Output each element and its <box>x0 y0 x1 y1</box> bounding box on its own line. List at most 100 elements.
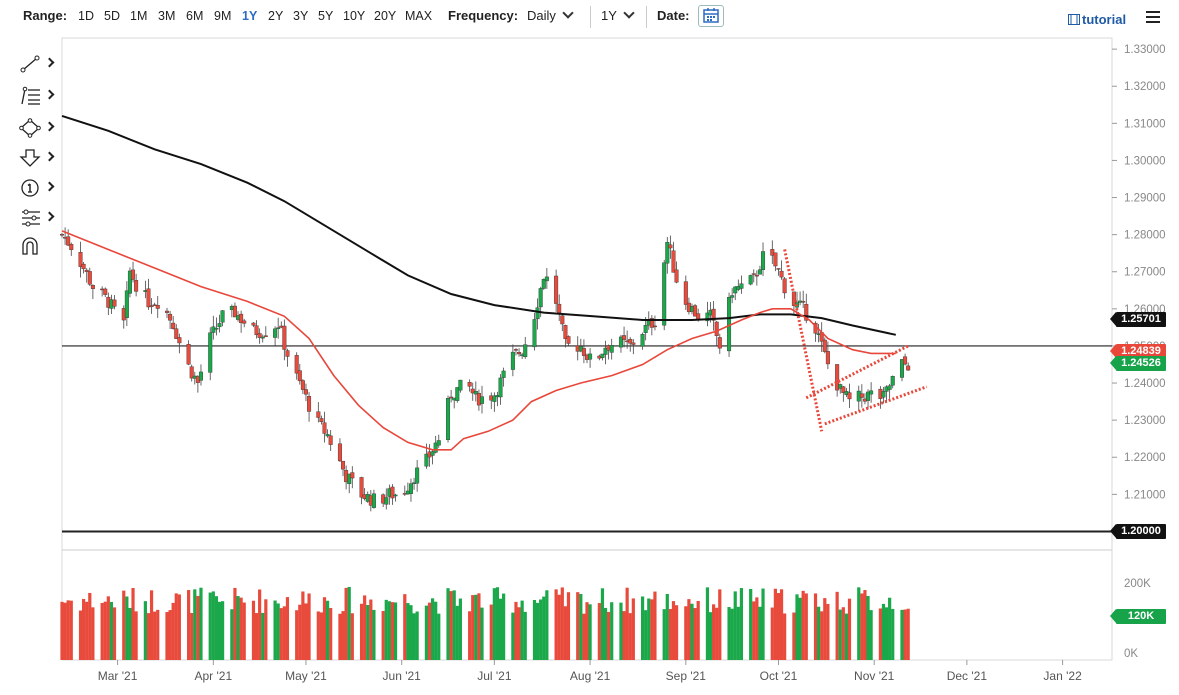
candle-body[interactable] <box>903 357 907 364</box>
candle-body[interactable] <box>304 389 308 394</box>
candle-body[interactable] <box>644 325 648 332</box>
slow-moving-average-line[interactable] <box>62 116 896 335</box>
candle-body[interactable] <box>323 423 327 434</box>
candle-body[interactable] <box>171 323 175 329</box>
candle-body[interactable] <box>165 311 169 313</box>
candle-body[interactable] <box>147 289 151 307</box>
candle-body[interactable] <box>502 371 506 378</box>
candle-body[interactable] <box>372 494 376 508</box>
candle-body[interactable] <box>156 305 160 308</box>
candle-body[interactable] <box>780 271 784 277</box>
candle-body[interactable] <box>632 343 636 345</box>
candle-body[interactable] <box>91 285 95 289</box>
candle-body[interactable] <box>641 334 645 346</box>
candle-body[interactable] <box>675 270 679 282</box>
candle-body[interactable] <box>283 326 287 349</box>
candle-body[interactable] <box>242 321 246 324</box>
candle-body[interactable] <box>150 306 154 307</box>
candle-body[interactable] <box>882 391 886 397</box>
candle-body[interactable] <box>749 275 753 284</box>
candle-body[interactable] <box>338 444 342 461</box>
candle-body[interactable] <box>758 270 762 275</box>
candle-body[interactable] <box>684 282 688 305</box>
candle-body[interactable] <box>891 376 895 385</box>
candle-body[interactable] <box>848 393 852 399</box>
candle-body[interactable] <box>672 251 676 273</box>
candle-body[interactable] <box>273 329 277 338</box>
candle-body[interactable] <box>777 268 781 269</box>
candle-body[interactable] <box>208 333 212 373</box>
candle-body[interactable] <box>906 366 910 370</box>
candle-body[interactable] <box>391 487 395 498</box>
candle-body[interactable] <box>125 291 129 318</box>
candle-body[interactable] <box>539 288 543 307</box>
candle-body[interactable] <box>514 349 518 350</box>
candle-body[interactable] <box>730 296 734 298</box>
candle-body[interactable] <box>511 352 515 369</box>
candle-body[interactable] <box>740 284 744 289</box>
candle-body[interactable] <box>755 275 759 276</box>
candle-body[interactable] <box>752 274 756 275</box>
candle-body[interactable] <box>178 337 182 343</box>
candle-body[interactable] <box>131 270 135 280</box>
candle-body[interactable] <box>221 311 225 323</box>
candle-body[interactable] <box>446 398 450 440</box>
candle-body[interactable] <box>588 354 592 359</box>
candle-body[interactable] <box>560 316 564 324</box>
candle-body[interactable] <box>329 436 333 445</box>
candle-body[interactable] <box>218 323 222 326</box>
candle-body[interactable] <box>437 440 441 445</box>
pattern-trend-line[interactable] <box>785 249 822 431</box>
candle-body[interactable] <box>134 280 138 291</box>
candle-body[interactable] <box>199 372 203 380</box>
candle-body[interactable] <box>212 327 216 333</box>
candle-body[interactable] <box>622 335 626 339</box>
candle-body[interactable] <box>168 314 172 320</box>
candle-body[interactable] <box>761 251 765 269</box>
candle-body[interactable] <box>459 380 463 390</box>
candle-body[interactable] <box>350 473 354 478</box>
candle-body[interactable] <box>783 279 787 293</box>
pattern-trend-line[interactable] <box>806 346 908 398</box>
candle-body[interactable] <box>409 484 413 494</box>
candle-body[interactable] <box>554 276 558 304</box>
candle-body[interactable] <box>718 337 722 348</box>
candle-body[interactable] <box>187 344 191 364</box>
candle-body[interactable] <box>826 351 830 364</box>
candle-body[interactable] <box>261 337 265 338</box>
candle-body[interactable] <box>66 237 70 246</box>
candle-body[interactable] <box>533 319 537 346</box>
candle-body[interactable] <box>215 328 219 329</box>
candle-body[interactable] <box>557 304 561 313</box>
candle-body[interactable] <box>499 378 503 397</box>
candle-body[interactable] <box>82 264 86 269</box>
fast-moving-average-line[interactable] <box>62 231 896 450</box>
candle-body[interactable] <box>384 498 388 505</box>
candle-body[interactable] <box>298 371 302 381</box>
candle-body[interactable] <box>774 253 778 266</box>
candle-body[interactable] <box>567 336 571 343</box>
candle-body[interactable] <box>341 461 345 469</box>
candle-body[interactable] <box>394 495 398 496</box>
candle-body[interactable] <box>320 418 324 421</box>
candle-body[interactable] <box>888 386 892 390</box>
candle-body[interactable] <box>69 244 73 249</box>
candle-body[interactable] <box>669 245 673 248</box>
candle-body[interactable] <box>545 277 549 281</box>
candle-body[interactable] <box>517 352 521 354</box>
candle-body[interactable] <box>415 468 419 483</box>
candle-body[interactable] <box>103 289 107 295</box>
candle-body[interactable] <box>860 394 864 398</box>
candle-body[interactable] <box>60 234 64 235</box>
candle-body[interactable] <box>307 396 311 411</box>
candle-body[interactable] <box>468 382 472 386</box>
candle-body[interactable] <box>727 297 731 351</box>
candle-body[interactable] <box>317 412 321 418</box>
candle-body[interactable] <box>88 271 92 284</box>
candle-body[interactable] <box>869 391 873 394</box>
candle-body[interactable] <box>523 345 527 357</box>
candle-body[interactable] <box>276 328 280 329</box>
candle-body[interactable] <box>582 348 586 355</box>
candle-body[interactable] <box>286 351 290 357</box>
